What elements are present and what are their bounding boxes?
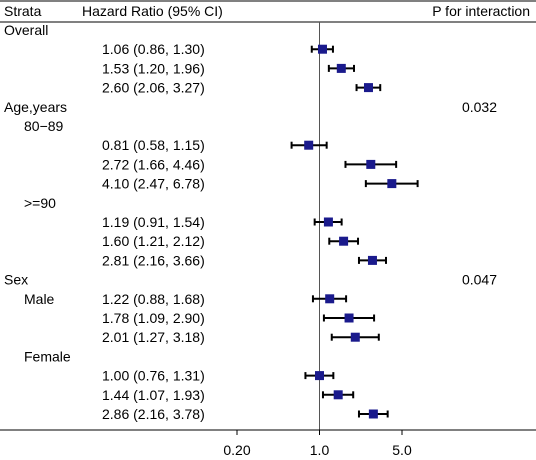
hr-marker <box>366 159 376 169</box>
hr-marker <box>339 236 349 246</box>
hr-marker <box>350 332 360 342</box>
estimate-text: 1.19 (0.91, 1.54) <box>102 214 205 230</box>
subgroup-label: Female <box>24 348 71 364</box>
estimate-text: 2.81 (2.16, 3.66) <box>102 252 205 268</box>
estimate-text: 1.78 (1.09, 2.90) <box>102 310 205 326</box>
hr-marker <box>315 371 324 381</box>
hr-marker <box>363 83 373 93</box>
subgroup-label: >=90 <box>24 195 56 211</box>
estimate-text: 1.60 (1.21, 2.12) <box>102 233 205 249</box>
estimate-text: 2.60 (2.06, 3.27) <box>102 80 205 96</box>
hr-marker <box>336 63 346 73</box>
estimate-text: 1.53 (1.20, 1.96) <box>102 60 205 76</box>
estimate-text: 1.00 (0.76, 1.31) <box>102 368 205 384</box>
x-tick-label: 0.20 <box>223 442 250 458</box>
hr-marker <box>387 179 397 189</box>
group-label: Overall <box>4 22 48 38</box>
p-value: 0.047 <box>462 272 497 288</box>
p-value: 0.032 <box>462 99 497 115</box>
estimate-text: 2.86 (2.16, 3.78) <box>102 406 205 422</box>
hr-marker <box>325 294 335 304</box>
hr-marker <box>368 409 378 419</box>
x-tick-label: 5.0 <box>392 442 412 458</box>
estimate-text: 1.44 (1.07, 1.93) <box>102 387 205 403</box>
group-label: Age,years <box>4 99 67 115</box>
header-hazard-ratio: Hazard Ratio (95% CI) <box>82 3 223 19</box>
hr-marker <box>317 44 327 54</box>
estimate-text: 2.01 (1.27, 3.18) <box>102 329 205 345</box>
hr-marker <box>333 390 343 400</box>
hr-marker <box>304 140 314 150</box>
hr-marker <box>323 217 333 227</box>
x-axis-ticks: 0.20 1.0 5.0 <box>223 430 412 458</box>
x-tick-label: 1.0 <box>310 442 330 458</box>
estimate-text: 1.22 (0.88, 1.68) <box>102 291 205 307</box>
estimate-text: 2.72 (1.66, 4.46) <box>102 156 205 172</box>
rows-layer: Overall 1.06 (0.86, 1.30) 1.53 (1.20, 1.96… <box>4 22 497 422</box>
hr-marker <box>344 313 354 323</box>
subgroup-label: 80−89 <box>24 118 64 134</box>
estimate-text: 1.06 (0.86, 1.30) <box>102 41 205 57</box>
header-p-interaction: P for interaction <box>432 3 530 19</box>
estimate-text: 4.10 (2.47, 6.78) <box>102 176 205 192</box>
estimate-text: 0.81 (0.58, 1.15) <box>102 137 205 153</box>
subgroup-label: Male <box>24 291 55 307</box>
hr-marker <box>367 255 377 265</box>
header-strata: Strata <box>4 3 42 19</box>
group-label: Sex <box>4 272 28 288</box>
